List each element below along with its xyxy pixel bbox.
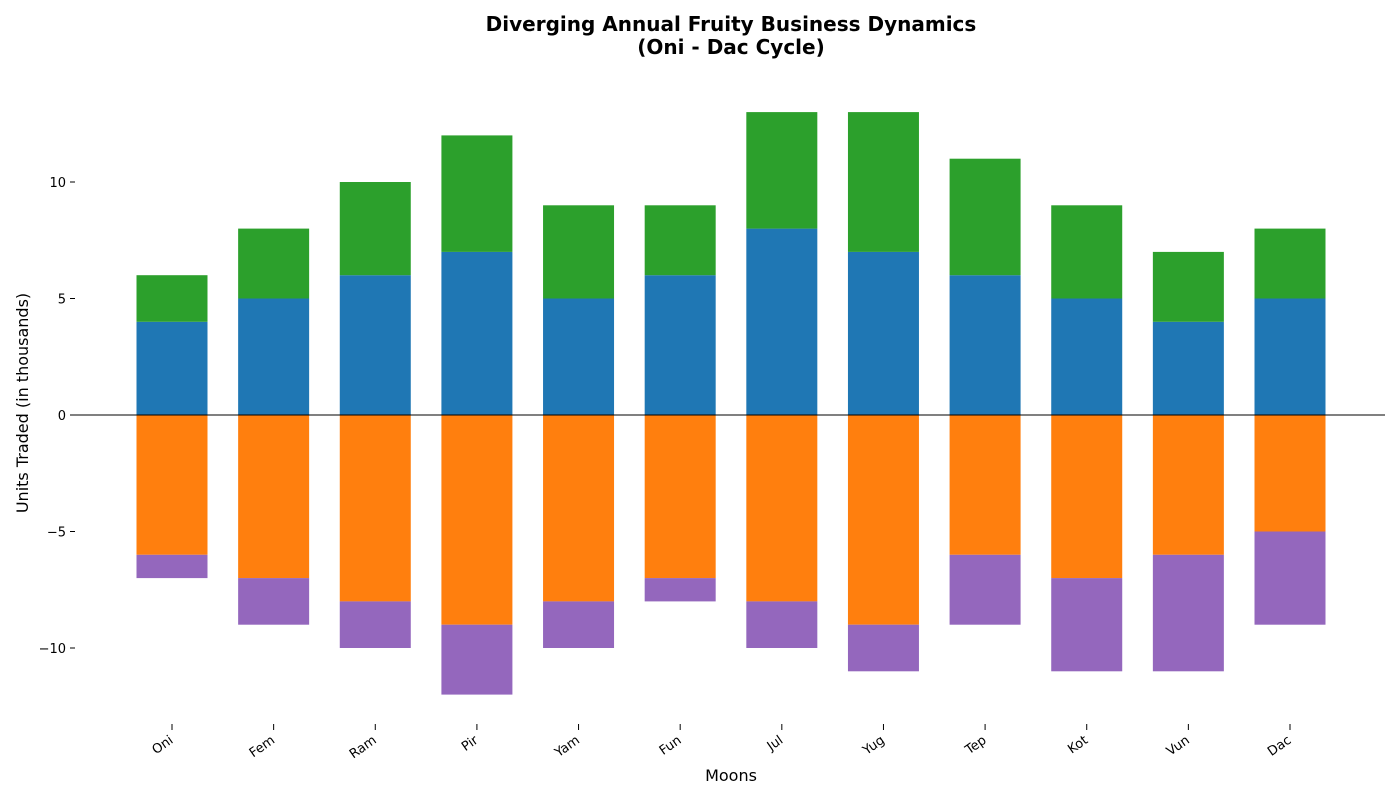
bar-series-1-fun (644, 275, 716, 415)
bar-series-3-fun (644, 415, 716, 579)
bar-series-1-yug (847, 251, 919, 415)
bar-series-2-yam (543, 205, 615, 299)
bar-series-3-pir (441, 415, 513, 625)
bar-series-4-oni (136, 554, 208, 579)
bar-series-3-vun (1152, 415, 1224, 555)
bar-series-3-fem (238, 415, 310, 579)
bar-series-4-kot (1051, 578, 1123, 672)
bar-series-4-ram (339, 601, 411, 648)
bars-group (136, 112, 1326, 695)
bar-series-2-fem (238, 228, 310, 299)
y-tick-label: 10 (49, 176, 66, 191)
bar-series-2-jul (746, 112, 818, 229)
bar-series-4-pir (441, 624, 513, 695)
x-axis-label: Moons (705, 766, 757, 785)
y-tick-label: 0 (58, 409, 66, 424)
bar-series-4-tep (949, 554, 1021, 625)
bar-series-1-fem (238, 298, 310, 415)
bar-series-3-dac (1254, 415, 1326, 532)
chart-title: Diverging Annual Fruity Business Dynamic… (486, 12, 977, 36)
x-tick-label-pir: Pir (459, 733, 482, 755)
y-axis: −10 −5 0 5 10 (39, 176, 75, 657)
bar-series-1-ram (339, 275, 411, 415)
y-tick-label: 5 (58, 293, 66, 308)
bar-series-4-jul (746, 601, 818, 648)
bar-series-1-dac (1254, 298, 1326, 415)
bar-series-4-vun (1152, 554, 1224, 672)
x-tick-label-tep: Tep (962, 733, 989, 758)
bar-series-4-yam (543, 601, 615, 648)
bar-series-2-pir (441, 135, 513, 252)
bar-series-1-tep (949, 275, 1021, 415)
bar-series-2-tep (949, 158, 1021, 276)
x-axis: Oni Fem Ram Pir Yam Fun Jul Yug Tep Kot Vun Dac (150, 724, 1294, 762)
chart-subtitle: (Oni - Dac Cycle) (637, 35, 825, 59)
bar-series-1-pir (441, 251, 513, 415)
y-tick-label: −10 (39, 642, 66, 657)
bar-series-4-fem (238, 578, 310, 625)
bar-series-1-kot (1051, 298, 1123, 415)
y-axis-label: Units Traded (in thousands) (13, 293, 32, 513)
x-tick-label-fun: Fun (657, 733, 685, 759)
x-tick-label-dac: Dac (1265, 733, 1294, 760)
bar-series-3-tep (949, 415, 1021, 555)
bar-series-2-fun (644, 205, 716, 276)
bar-series-3-kot (1051, 415, 1123, 579)
bar-series-3-ram (339, 415, 411, 602)
bar-series-2-dac (1254, 228, 1326, 299)
bar-series-4-yug (847, 624, 919, 672)
y-tick-label: −5 (47, 526, 66, 541)
bar-series-2-vun (1152, 251, 1224, 322)
bar-series-4-dac (1254, 531, 1326, 625)
x-tick-label-yug: Yug (860, 733, 888, 759)
bar-series-2-ram (339, 182, 411, 276)
x-tick-label-jul: Jul (764, 733, 786, 755)
bar-series-1-vun (1152, 321, 1224, 415)
bar-series-2-yug (847, 112, 919, 252)
x-tick-label-fem: Fem (247, 733, 278, 761)
bar-series-3-jul (746, 415, 818, 602)
bar-series-3-oni (136, 415, 208, 555)
x-tick-label-vun: Vun (1164, 733, 1193, 759)
bar-series-1-oni (136, 321, 208, 415)
x-tick-label-oni: Oni (150, 733, 177, 758)
x-tick-label-kot: Kot (1065, 733, 1091, 757)
bar-series-3-yam (543, 415, 615, 602)
bar-series-1-jul (746, 228, 818, 415)
bar-series-4-fun (644, 578, 716, 602)
bar-series-3-yug (847, 415, 919, 625)
x-tick-label-yam: Yam (551, 733, 582, 761)
bar-series-2-oni (136, 275, 208, 322)
bar-series-1-yam (543, 298, 615, 415)
x-tick-label-ram: Ram (347, 733, 380, 762)
bar-series-2-kot (1051, 205, 1123, 299)
